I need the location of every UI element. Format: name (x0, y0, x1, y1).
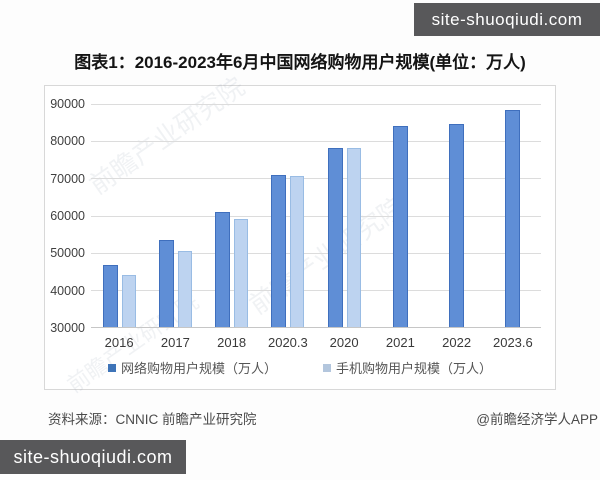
legend-item-online-shopping: 网络购物用户规模（万人） (107, 358, 277, 377)
gridline (91, 178, 541, 180)
bar-group-2016 (91, 104, 147, 327)
x-tick-label: 2018 (217, 335, 247, 350)
chart-panel: 前瞻产业研究院 前瞻产业研究院 前瞻产业研究院 9000080000700006… (44, 71, 556, 398)
y-axis: 90000 80000 70000 60000 50000 40000 30000 (45, 97, 85, 335)
bar-series1-2020 (346, 148, 361, 327)
x-tick-label: 2022 (442, 335, 472, 350)
bar-series1-2016 (121, 274, 136, 327)
x-tick-label: 2017 (160, 335, 190, 350)
bar-series1-2020.3 (290, 175, 305, 327)
y-tick-label: 70000 (50, 171, 85, 186)
bar-series1-2018 (234, 218, 249, 327)
bar-series0-2020 (327, 147, 343, 327)
bar-groups (91, 104, 541, 327)
x-axis: 2016 2017 2018 2020.3 2020 2021 2022 2023.6 (91, 335, 541, 350)
y-tick-label: 60000 (50, 209, 85, 223)
bar-series0-2023.6 (505, 109, 521, 327)
y-tick-label: 30000 (50, 321, 85, 335)
bar-series1-2017 (177, 250, 192, 327)
gridline (91, 104, 541, 105)
x-tick-label: 2021 (385, 335, 415, 350)
y-tick-label: 80000 (50, 134, 85, 149)
credit-text: @前瞻经济学人APP (476, 412, 598, 427)
x-tick-label: 2020 (329, 335, 359, 350)
gridline (91, 289, 541, 291)
legend-marker-online-shopping (107, 363, 116, 372)
bar-group-2018 (204, 104, 260, 327)
site-watermark-badge-bottom: site-shuoqiudi.com (0, 440, 186, 474)
y-tick-label: 40000 (50, 283, 85, 298)
gridline (91, 215, 541, 217)
bar-group-2023.6 (485, 104, 541, 327)
legend-label-mobile-shopping: 手机购物用户规模（万人） (336, 361, 493, 376)
x-tick-label: 2023.6 (492, 335, 533, 350)
y-tick-label: 90000 (50, 97, 85, 111)
bar-group-2017 (147, 104, 203, 327)
plot-area (91, 104, 541, 328)
legend-item-mobile-shopping: 手机购物用户规模（万人） (323, 358, 492, 377)
y-tick-label: 50000 (50, 246, 85, 261)
bar-series0-2020.3 (271, 174, 287, 327)
legend: 网络购物用户规模（万人） 手机购物用户规模（万人） (45, 358, 555, 377)
bar-series0-2017 (158, 240, 174, 327)
bar-series0-2018 (215, 211, 231, 327)
bar-series0-2016 (102, 265, 118, 327)
bar-group-2020 (316, 104, 372, 327)
x-tick-label: 2016 (104, 335, 134, 350)
bar-series0-2021 (392, 125, 408, 327)
chart-title: 图表1：2016-2023年6月中国网络购物用户规模(单位：万人) (74, 53, 526, 72)
legend-label-online-shopping: 网络购物用户规模（万人） (120, 361, 277, 376)
site-watermark-badge-top: site-shuoqiudi.com (414, 3, 600, 36)
gridline (91, 252, 541, 254)
bar-group-2021 (372, 104, 428, 327)
bar-group-2020.3 (260, 104, 316, 327)
legend-marker-mobile-shopping (323, 363, 331, 372)
bar-series0-2022 (449, 124, 465, 327)
x-tick-label: 2020.3 (267, 335, 308, 350)
gridline (91, 141, 541, 143)
bar-group-2022 (429, 104, 485, 327)
data-source-text: 资料来源：CNNIC 前瞻产业研究院 (48, 412, 257, 427)
